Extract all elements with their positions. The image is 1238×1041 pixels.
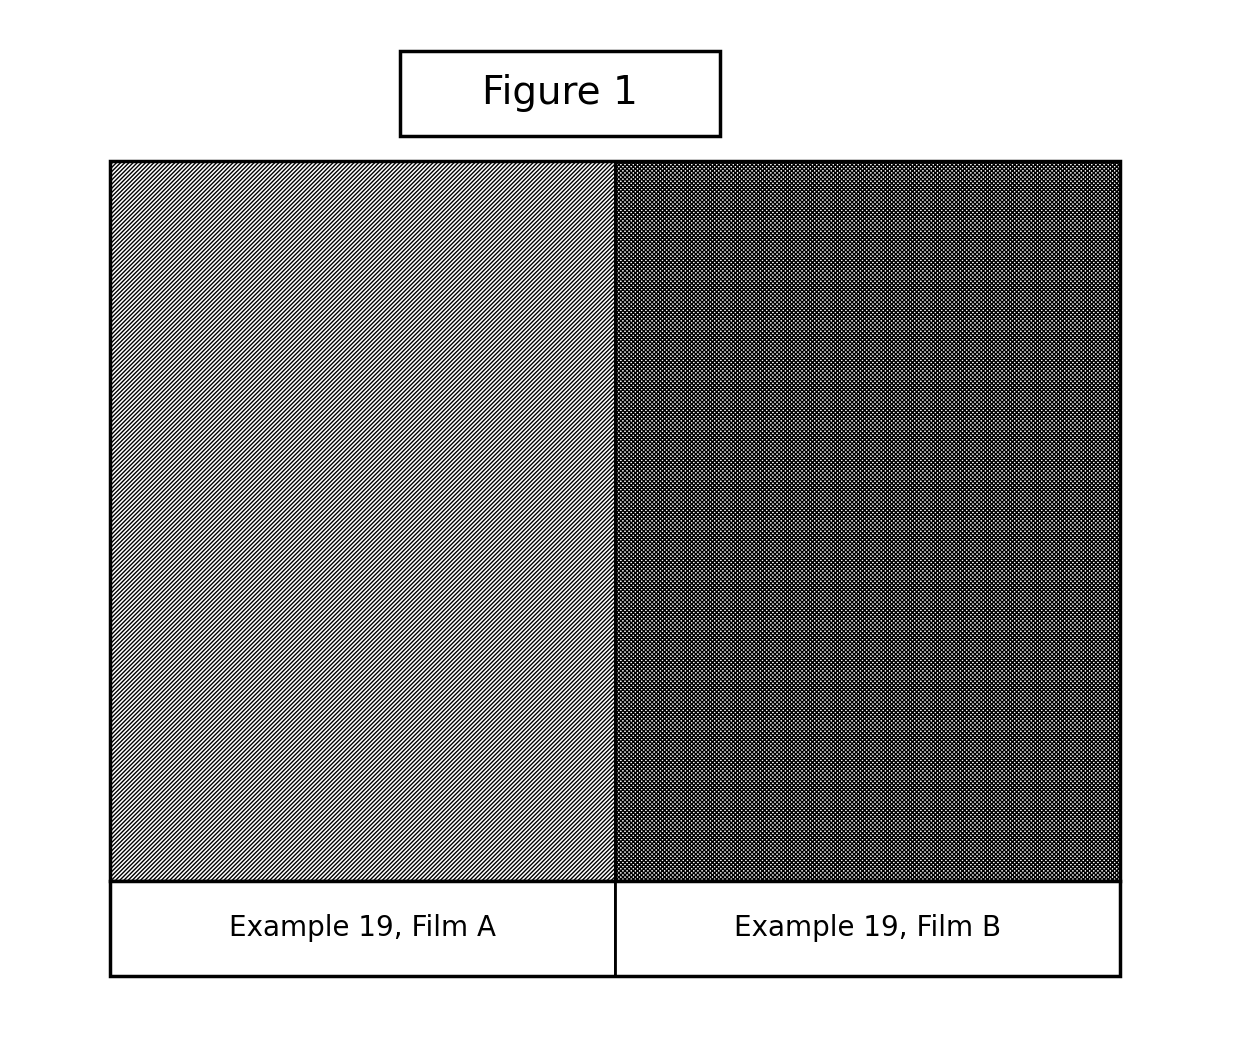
Text: Figure 1: Figure 1 bbox=[482, 75, 638, 112]
Text: Example 19, Film B: Example 19, Film B bbox=[734, 914, 1002, 942]
Text: Example 19, Film A: Example 19, Film A bbox=[229, 914, 496, 942]
Bar bbox=[110, 161, 1120, 881]
Bar bbox=[615, 161, 1120, 881]
Bar bbox=[615, 881, 1120, 976]
Bar bbox=[110, 161, 615, 881]
Bar bbox=[110, 881, 1120, 976]
Bar bbox=[110, 881, 615, 976]
Bar bbox=[400, 51, 721, 136]
